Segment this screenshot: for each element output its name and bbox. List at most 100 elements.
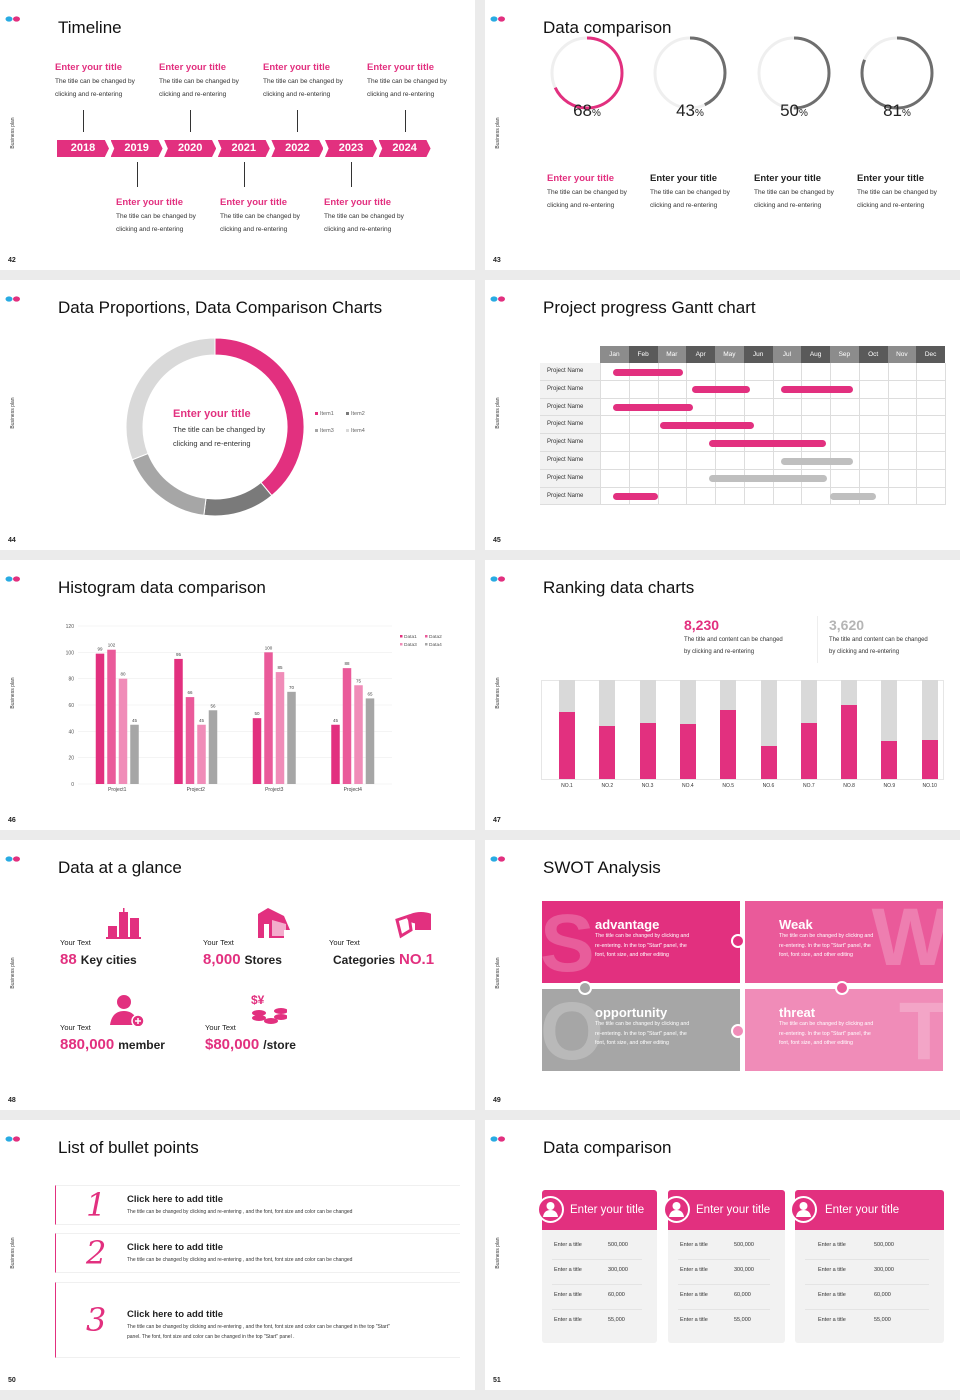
gantt-bar[interactable] — [781, 386, 853, 394]
item-title: Enter your title — [367, 62, 435, 73]
slide-48[interactable]: Business plan Data at a glance 48 Your Text… — [0, 840, 475, 1110]
gantt-bar[interactable] — [709, 439, 826, 447]
gantt-bar[interactable] — [612, 368, 684, 376]
grid-line — [600, 468, 945, 470]
legend-item: Item1 — [315, 411, 334, 417]
bullet-item[interactable]: 3 Click here to add title The title can be… — [55, 1282, 460, 1358]
gantt-bar[interactable] — [660, 421, 754, 429]
chart-frame — [541, 680, 944, 780]
data-label: 66 — [187, 690, 193, 695]
row-divider — [805, 1259, 929, 1260]
bullet-item[interactable]: 2 Click here to add title The title can be… — [55, 1233, 460, 1273]
slide-50[interactable]: Business plan List of bullet points 50 1 Cli… — [0, 1120, 475, 1390]
bar-data3 — [354, 685, 363, 784]
rank-label: NO.4 — [682, 783, 694, 789]
grid-line — [600, 379, 945, 381]
gantt-bar[interactable] — [830, 493, 876, 501]
caption-title: Enter your title — [857, 173, 925, 184]
grid-line — [600, 504, 945, 506]
page-number: 51 — [493, 1377, 501, 1384]
gantt-bar[interactable] — [709, 475, 828, 483]
item-text: The title can be changed by — [367, 78, 447, 85]
bullet-item[interactable]: 1 Click here to add title The title can be… — [55, 1185, 460, 1225]
side-label: Business plan — [10, 957, 16, 989]
grid-line — [686, 363, 688, 506]
ring-progress — [550, 36, 624, 110]
gauge-caption: Enter your title The title can be changed… — [650, 173, 750, 212]
side-label: Business plan — [495, 117, 501, 149]
slide-title: Data at a glance — [58, 858, 182, 877]
slide-43[interactable]: Business plan Data comparison 43 68% Enter y… — [485, 0, 960, 270]
grid-line — [600, 363, 601, 506]
slide-46[interactable]: Business plan Histogram data comparison 46… — [0, 560, 475, 830]
value-unit: Stores — [244, 953, 282, 967]
gauge-value: 81% — [859, 101, 935, 121]
data-label: 65 — [367, 691, 373, 696]
gauge-caption: Enter your title The title can be changed… — [547, 173, 647, 212]
group-icon — [790, 1196, 817, 1223]
slide-42[interactable]: Business plan Timeline 42 2018 Enter your ti… — [0, 0, 475, 270]
grid-line — [772, 363, 774, 506]
legend-swatch — [400, 635, 403, 638]
swot-weak[interactable]: W Weak The title can be changed by clickin… — [745, 901, 943, 983]
legend-label: Data3 — [404, 642, 417, 648]
data-label: 45 — [199, 718, 205, 723]
row-label: Enter a title — [680, 1242, 708, 1248]
page-number: 48 — [8, 1097, 16, 1104]
bullet-text: Click here to add title The title can be … — [127, 1242, 352, 1263]
swot-title: Weak — [779, 917, 813, 932]
gantt-bar[interactable] — [612, 493, 658, 501]
month-header: Jun — [743, 346, 773, 363]
row-label: Project Name — [540, 469, 600, 488]
swot-desc: The title can be changed by clicking and — [595, 933, 690, 939]
bar-data3 — [275, 672, 285, 784]
value-number: NO.1 — [399, 951, 435, 968]
divider — [817, 616, 818, 663]
slide-title: Histogram data comparison — [58, 578, 266, 597]
y-tick-label: 20 — [68, 756, 74, 762]
item-text: The title can be changed by — [55, 78, 135, 85]
month-header: Sep — [830, 346, 859, 363]
month-header: Aug — [801, 346, 830, 363]
row-value: 60,000 — [874, 1292, 891, 1298]
gantt-bar[interactable] — [781, 457, 853, 465]
data-label: 50 — [254, 711, 260, 716]
month-header: Apr — [686, 346, 715, 363]
item-text: The title can be changed by — [159, 78, 239, 85]
value-unit: % — [592, 108, 601, 119]
caption-text: clicking and re-entering — [650, 202, 718, 209]
gantt-bar[interactable] — [692, 386, 750, 394]
item-text: The title can be changed by — [116, 213, 196, 220]
slide-45[interactable]: Business plan Project progress Gantt char… — [485, 280, 960, 550]
logo-icon — [490, 9, 506, 22]
bar-data1 — [331, 724, 340, 784]
y-tick-label: 120 — [66, 624, 75, 630]
slide-44[interactable]: Business plan Data Proportions, Data Comp… — [0, 280, 475, 550]
rank-bar-fill — [921, 740, 938, 779]
value-number: 88 — [60, 951, 77, 968]
y-tick-label: 40 — [68, 729, 74, 735]
y-tick-label: 0 — [71, 782, 74, 788]
data-label: 99 — [97, 647, 103, 652]
item-text: The title can be changed by — [220, 213, 300, 220]
rank-bar-fill — [720, 709, 737, 779]
data-label: 75 — [356, 678, 362, 683]
slide-47[interactable]: Business plan Ranking data charts 47 8,230 T… — [485, 560, 960, 830]
bar-data3 — [197, 724, 206, 784]
row-value: 500,000 — [608, 1242, 628, 1248]
value-unit: member — [118, 1038, 165, 1052]
gantt-bar[interactable] — [612, 404, 694, 412]
logo-icon — [490, 1129, 506, 1142]
swot-text: Weak The title can be changed by clicking… — [779, 917, 873, 961]
legend-swatch — [425, 643, 428, 646]
timeline-item: Enter your title The title can be changed… — [220, 197, 320, 236]
row-value: 55,000 — [874, 1317, 891, 1323]
legend-swatch — [346, 412, 349, 416]
slide-51[interactable]: Business plan Data comparison 51 Enter a ti… — [485, 1120, 960, 1390]
item-value: $80,000/store — [205, 1036, 300, 1054]
row-value: 300,000 — [734, 1267, 754, 1273]
